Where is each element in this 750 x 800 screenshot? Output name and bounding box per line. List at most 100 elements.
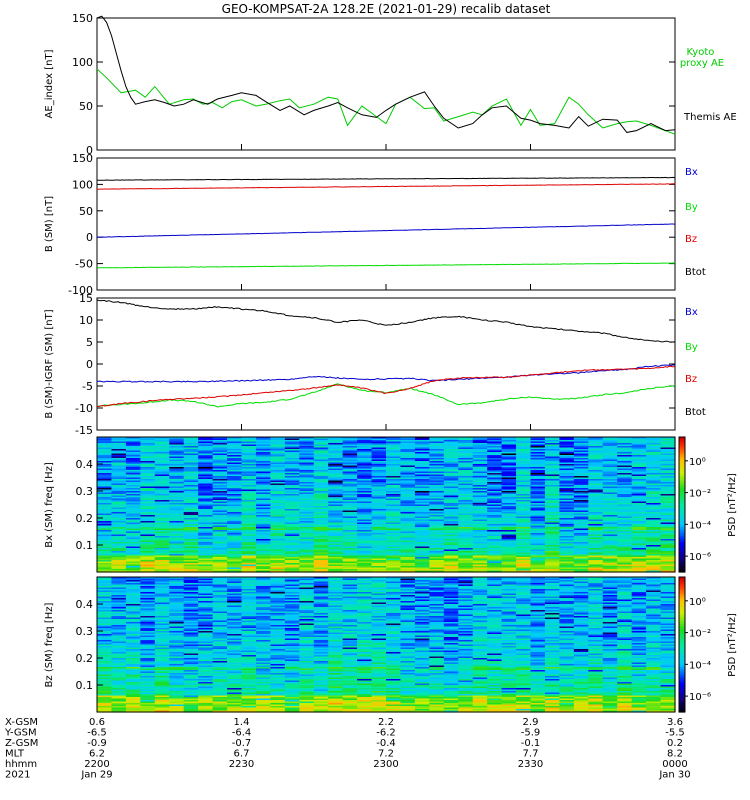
spectrogram-cell <box>342 555 358 558</box>
spectrogram-cell <box>414 580 430 583</box>
spectrogram-cell <box>97 479 113 482</box>
spectrogram-cell <box>458 450 474 453</box>
spectrogram-cell <box>227 474 243 477</box>
spectrogram-cell <box>646 498 662 501</box>
spectrogram-cell <box>212 592 228 595</box>
spectrogram-cell <box>154 577 170 580</box>
spectrogram-cell <box>111 467 127 470</box>
spectrogram-cell <box>111 549 127 552</box>
spectrogram-cell <box>516 453 532 456</box>
spectrogram-cell <box>125 450 141 453</box>
spectrogram-cell <box>602 548 618 551</box>
spectrogram-cell <box>169 595 185 598</box>
spectrogram-cell <box>125 604 141 607</box>
spectrogram-cell <box>198 515 214 518</box>
spectrogram-cell <box>371 610 387 613</box>
spectrogram-cell <box>386 531 402 534</box>
spectrogram-cell <box>125 607 141 610</box>
y-tick-label: 150 <box>72 152 93 165</box>
spectrogram-cell <box>429 491 445 494</box>
spectrogram-cell <box>530 602 546 605</box>
spectrogram-cell <box>501 616 517 619</box>
spectrogram-cell <box>357 503 373 506</box>
spectrogram-cell <box>588 464 604 467</box>
spectrogram-cell <box>458 489 474 492</box>
spectrogram-cell <box>429 521 445 524</box>
spectrogram-cell <box>198 462 214 465</box>
spectrogram-cell <box>154 616 170 619</box>
spectrogram-cell <box>255 557 271 560</box>
spectrogram-cell <box>573 620 589 623</box>
spectrogram-cell <box>400 441 416 444</box>
spectrogram-cell <box>140 560 156 563</box>
spectrogram-cell <box>386 458 402 461</box>
spectrogram-cell <box>660 515 676 518</box>
spectrogram-cell <box>516 468 532 471</box>
spectrogram-cell <box>429 577 445 580</box>
spectrogram-cell <box>472 476 488 479</box>
spectrogram-cell <box>198 563 214 566</box>
spectrogram-cell <box>617 586 633 589</box>
spectrogram-cell <box>313 564 329 567</box>
spectrogram-cell <box>631 503 647 506</box>
spectrogram-cell <box>631 601 647 604</box>
spectrogram-cell <box>472 567 488 570</box>
spectrogram-cell <box>414 564 430 567</box>
spectrogram-cell <box>169 546 185 549</box>
spectrogram-cell <box>140 557 156 560</box>
spectrogram-cell <box>183 440 199 443</box>
spectrogram-cell <box>212 519 228 522</box>
spectrogram-cell <box>140 440 156 443</box>
spectrogram-cell <box>140 456 156 459</box>
spectrogram-cell <box>414 497 430 500</box>
spectrogram-cell <box>602 440 618 443</box>
spectrogram-cell <box>183 471 199 474</box>
spectrogram-cell <box>198 578 214 581</box>
spectrogram-cell <box>313 464 329 467</box>
spectrogram-cell <box>328 554 344 557</box>
spectrogram-cell <box>617 447 633 450</box>
spectrogram-cell <box>97 548 113 551</box>
spectrogram-cell <box>617 506 633 509</box>
spectrogram-cell <box>183 590 199 593</box>
spectrogram-cell <box>646 546 662 549</box>
spectrogram-cell <box>472 586 488 589</box>
spectrogram-cell <box>241 479 257 482</box>
spectrogram-cell <box>646 519 662 522</box>
spectrogram-cell <box>328 441 344 444</box>
spectrogram-cell <box>617 567 633 570</box>
spectrogram-cell <box>544 462 560 465</box>
spectrogram-cell <box>414 519 430 522</box>
spectrogram-cell <box>443 459 459 462</box>
spectrogram-cell <box>429 488 445 491</box>
spectrogram-cell <box>183 524 199 527</box>
spectrogram-cell <box>255 527 271 530</box>
spectrogram-cell <box>602 590 618 593</box>
spectrogram-cell <box>270 530 286 533</box>
spectrogram-cell <box>284 507 300 510</box>
spectrogram-cell <box>631 465 647 468</box>
spectrogram-cell <box>227 470 243 473</box>
spectrogram-cell <box>400 443 416 446</box>
spectrogram-cell <box>140 474 156 477</box>
spectrogram-cell <box>617 596 633 599</box>
spectrogram-cell <box>487 525 503 528</box>
spectrogram-cell <box>602 524 618 527</box>
spectrogram-cell <box>472 468 488 471</box>
spectrogram-cell <box>646 506 662 509</box>
spectrogram-cell <box>299 539 315 542</box>
spectrogram-cell <box>328 506 344 509</box>
spectrogram-cell <box>111 590 127 593</box>
spectrogram-cell <box>646 578 662 581</box>
spectrogram-cell <box>501 452 517 455</box>
spectrogram-cell <box>501 483 517 486</box>
spectrogram-cell <box>472 461 488 464</box>
spectrogram-cell <box>299 566 315 569</box>
spectrogram-cell <box>140 610 156 613</box>
spectrogram-cell <box>646 491 662 494</box>
spectrogram-cell <box>313 604 329 607</box>
spectrogram-cell <box>458 462 474 465</box>
spectrogram-cell <box>357 446 373 449</box>
spectrogram-cell <box>198 465 214 468</box>
spectrogram-cell <box>646 580 662 583</box>
